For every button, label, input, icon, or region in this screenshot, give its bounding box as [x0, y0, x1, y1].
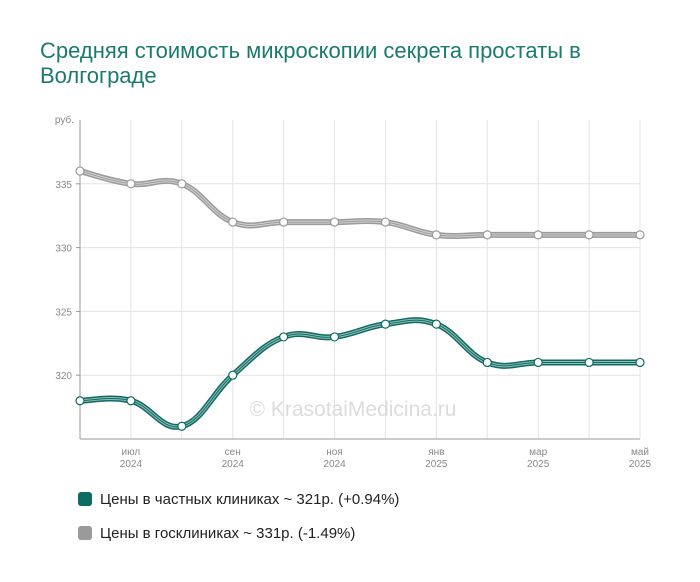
x-tick-label-month: июл — [122, 447, 141, 458]
legend-label-public: Цены в госклиниках ~ 331р. (-1.49%) — [100, 524, 356, 542]
data-point-private[interactable] — [635, 357, 645, 368]
legend-swatch-private — [78, 492, 92, 506]
x-tick-label-month: ноя — [326, 447, 343, 458]
data-point-public[interactable] — [431, 230, 441, 240]
data-point-private[interactable] — [126, 396, 136, 406]
data-point-public[interactable] — [329, 217, 340, 227]
data-point-private[interactable] — [482, 357, 492, 368]
series-line-core-public — [79, 170, 640, 237]
legend-label-private: Цены в частных клиниках ~ 321р. (+0.94%) — [100, 490, 400, 508]
x-tick-label-year: 2024 — [323, 459, 346, 470]
x-tick-label-month: янв — [428, 447, 444, 458]
chart-title: Средняя стоимость микроскопии секрета пр… — [40, 38, 581, 88]
axes — [76, 120, 640, 440]
data-point-private[interactable] — [329, 332, 340, 342]
data-point-public[interactable] — [533, 230, 543, 240]
data-point-public[interactable] — [126, 179, 136, 189]
legend-item-private[interactable]: Цены в частных клиниках ~ 321р. (+0.94%) — [78, 488, 399, 510]
watermark: © KrasotaiMedicina.ru — [250, 398, 457, 421]
y-tick-label: 335 — [55, 180, 72, 191]
y-axis-labels: руб. 320 325 330 335 — [55, 114, 74, 382]
data-point-private[interactable] — [431, 319, 441, 329]
series-lines — [77, 168, 643, 430]
y-tick-label: 330 — [55, 244, 72, 255]
x-tick-label-year: 2024 — [120, 459, 143, 470]
series-points — [75, 166, 645, 431]
data-point-private[interactable] — [584, 357, 594, 368]
x-axis-labels: июл2024сен2024ноя2024янв2025мар2025май20… — [120, 447, 652, 470]
y-tick-label: 320 — [55, 371, 72, 382]
data-point-public[interactable] — [75, 166, 85, 176]
data-point-public[interactable] — [635, 230, 645, 240]
x-tick-label-year: 2025 — [425, 459, 448, 470]
data-point-public[interactable] — [584, 230, 594, 240]
y-unit-label: руб. — [55, 114, 74, 126]
data-point-private[interactable] — [177, 421, 187, 431]
data-point-public[interactable] — [228, 217, 238, 227]
x-tick-label-year: 2025 — [527, 459, 550, 470]
data-point-public[interactable] — [177, 179, 187, 189]
grid-lines — [80, 120, 641, 439]
data-point-private[interactable] — [533, 357, 543, 368]
x-tick-label-year: 2025 — [629, 459, 652, 470]
legend-item-public[interactable]: Цены в госклиниках ~ 331р. (-1.49%) — [78, 522, 355, 544]
data-point-private[interactable] — [279, 332, 289, 342]
data-point-public[interactable] — [380, 217, 391, 227]
data-point-private[interactable] — [380, 319, 391, 329]
x-tick-label-month: сен — [225, 447, 241, 458]
data-point-public[interactable] — [279, 217, 289, 227]
y-tick-label: 325 — [55, 307, 72, 318]
x-tick-label-month: май — [631, 447, 649, 458]
legend-swatch-public — [78, 526, 92, 540]
x-tick-label-month: мар — [529, 447, 547, 458]
data-point-private[interactable] — [228, 370, 238, 380]
data-point-private[interactable] — [75, 396, 85, 406]
x-tick-label-year: 2024 — [222, 459, 245, 470]
data-point-public[interactable] — [482, 230, 492, 240]
